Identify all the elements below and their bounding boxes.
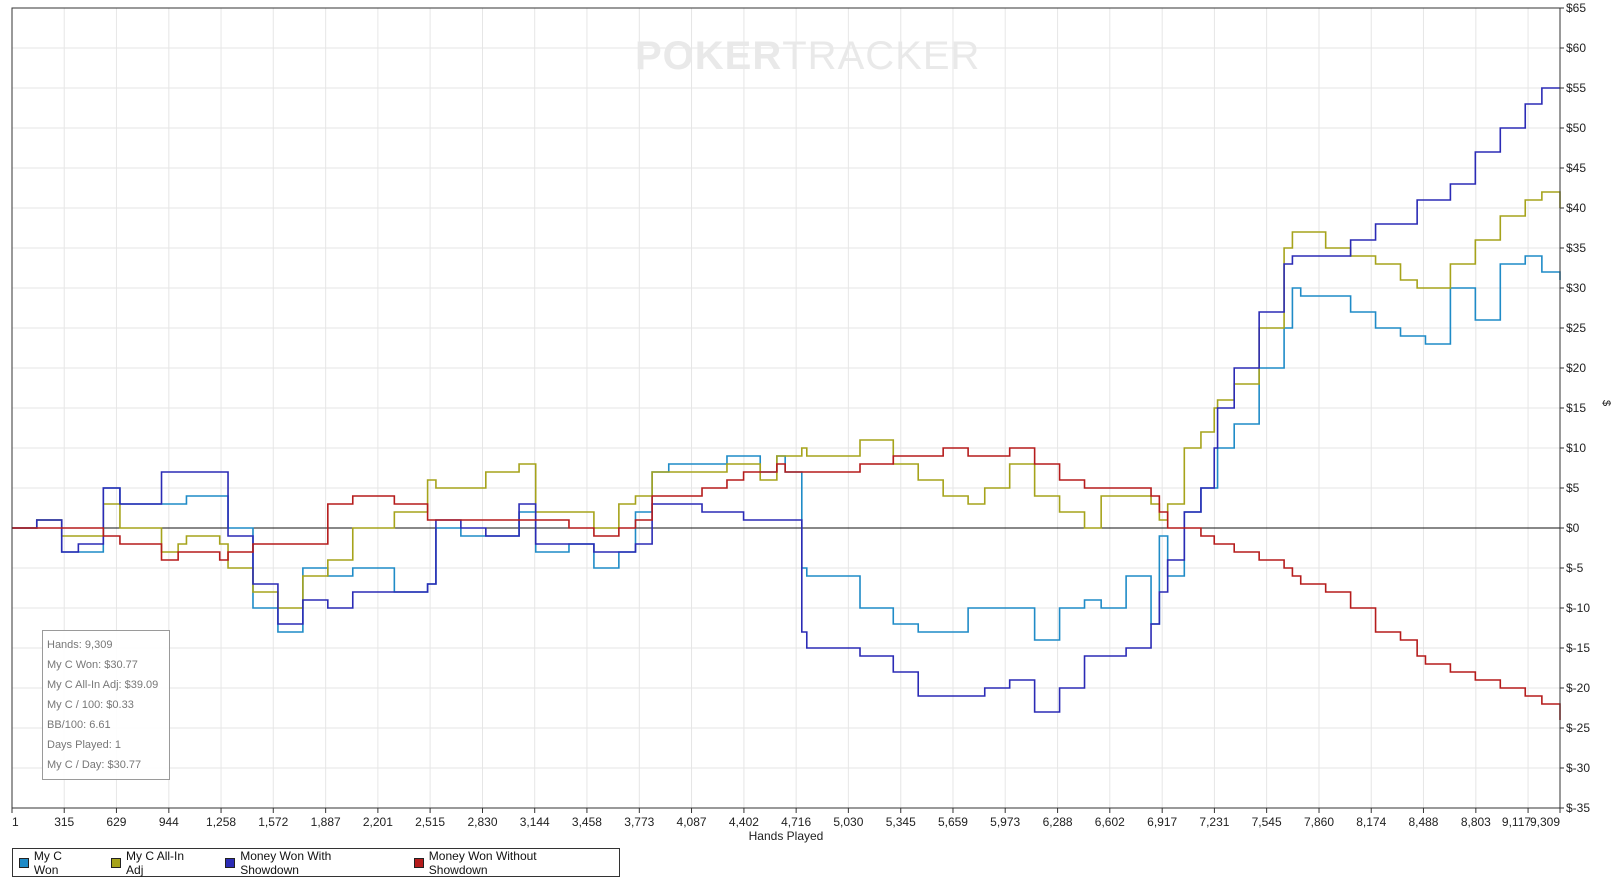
- x-tick-label: 315: [54, 815, 74, 829]
- x-tick-label: 3,458: [572, 815, 602, 829]
- pokertracker-logo: POKERTRACKER: [635, 34, 980, 79]
- stat-per-day: My C / Day: $30.77: [47, 759, 142, 771]
- y-tick-label: $65: [1566, 1, 1586, 15]
- stat-hands: Hands: 9,309: [47, 639, 113, 651]
- legend-item[interactable]: My C Won: [19, 849, 89, 877]
- legend-item[interactable]: My C All-In Adj: [111, 849, 203, 877]
- x-tick-label: 9,309: [1530, 815, 1560, 829]
- y-tick-label: $10: [1566, 441, 1586, 455]
- y-tick-label: $-35: [1566, 801, 1590, 815]
- x-tick-label: 2,201: [363, 815, 393, 829]
- stats-box: Hands: 9,309 My C Won: $30.77 My C All-I…: [42, 630, 170, 780]
- x-tick-label: 7,231: [1199, 815, 1229, 829]
- stat-per-100: My C / 100: $0.33: [47, 699, 134, 711]
- x-tick-label: 6,917: [1147, 815, 1177, 829]
- x-tick-label: 6,602: [1095, 815, 1125, 829]
- x-tick-label: 5,659: [938, 815, 968, 829]
- y-tick-label: $50: [1566, 121, 1586, 135]
- y-tick-label: $-20: [1566, 681, 1590, 695]
- logo-text-thin: TRACKER: [782, 34, 981, 78]
- x-tick-label: 6,288: [1043, 815, 1073, 829]
- series-line: [12, 255, 1561, 641]
- x-tick-label: 5,030: [833, 815, 863, 829]
- series-line: [12, 191, 1561, 609]
- x-tick-label: 4,087: [677, 815, 707, 829]
- y-tick-label: $15: [1566, 401, 1586, 415]
- x-tick-label: 3,144: [520, 815, 550, 829]
- x-tick-label: 1,258: [206, 815, 236, 829]
- y-tick-label: $20: [1566, 361, 1586, 375]
- x-tick-label: 8,488: [1408, 815, 1438, 829]
- chart-legend: My C Won My C All-In Adj Money Won With Sh…: [12, 848, 620, 877]
- legend-item[interactable]: Money Won Without Showdown: [413, 848, 597, 877]
- x-tick-label: 4,716: [781, 815, 811, 829]
- logo-text-bold: POKER: [635, 34, 783, 78]
- legend-label: Money Won With Showdown: [240, 848, 332, 877]
- series-line: [12, 87, 1560, 713]
- y-tick-label: $55: [1566, 81, 1586, 95]
- series-line: [12, 447, 1561, 720]
- y-tick-label: $60: [1566, 41, 1586, 55]
- y-tick-label: $25: [1566, 321, 1586, 335]
- x-tick-label: 5,345: [886, 815, 916, 829]
- plot-frame: [11, 7, 1561, 809]
- stat-allin-adj: My C All-In Adj: $39.09: [47, 679, 159, 691]
- legend-item[interactable]: Money Won With Showdown: [225, 849, 392, 877]
- x-tick-label: 4,402: [729, 815, 759, 829]
- x-tick-label: 9,117: [1502, 815, 1531, 829]
- legend-label: My C Won: [33, 848, 62, 877]
- stat-bb-100: BB/100: 6.61: [47, 719, 111, 731]
- x-tick-label: 2,515: [415, 815, 445, 829]
- x-axis-label: Hands Played: [749, 829, 824, 843]
- y-tick-label: $40: [1566, 201, 1586, 215]
- y-tick-label: $-10: [1566, 601, 1590, 615]
- x-tick-label: 944: [159, 815, 179, 829]
- y-tick-label: $-5: [1566, 561, 1584, 575]
- y-tick-label: $5: [1566, 481, 1580, 495]
- x-tick-label: 1,887: [311, 815, 341, 829]
- legend-swatch: [225, 857, 236, 868]
- stat-days-played: Days Played: 1: [47, 739, 121, 751]
- x-tick-label: 2,830: [467, 815, 497, 829]
- x-tick-label: 8,174: [1356, 815, 1386, 829]
- y-tick-label: $-15: [1566, 641, 1590, 655]
- x-tick-label: 3,773: [624, 815, 654, 829]
- y-tick-label: $0: [1566, 521, 1580, 535]
- stat-won: My C Won: $30.77: [47, 659, 138, 671]
- x-tick-label: 7,545: [1252, 815, 1282, 829]
- y-tick-label: $35: [1566, 241, 1586, 255]
- y-tick-label: $-30: [1566, 761, 1590, 775]
- x-tick-label: 8,803: [1461, 815, 1491, 829]
- x-tick-label: 629: [106, 815, 126, 829]
- x-tick-label: 1,572: [258, 815, 288, 829]
- y-axis-label: $: [1600, 400, 1612, 406]
- legend-label: Money Won Without Showdown: [428, 848, 537, 877]
- legend-swatch: [413, 857, 424, 868]
- y-tick-label: $-25: [1566, 721, 1590, 735]
- x-tick-label: 1: [12, 815, 19, 829]
- y-tick-label: $45: [1566, 161, 1586, 175]
- legend-swatch: [19, 857, 29, 868]
- y-tick-label: $30: [1566, 281, 1586, 295]
- legend-label: My C All-In Adj: [126, 848, 185, 877]
- legend-swatch: [111, 857, 122, 868]
- x-tick-label: 7,860: [1304, 815, 1334, 829]
- x-tick-label: 5,973: [990, 815, 1020, 829]
